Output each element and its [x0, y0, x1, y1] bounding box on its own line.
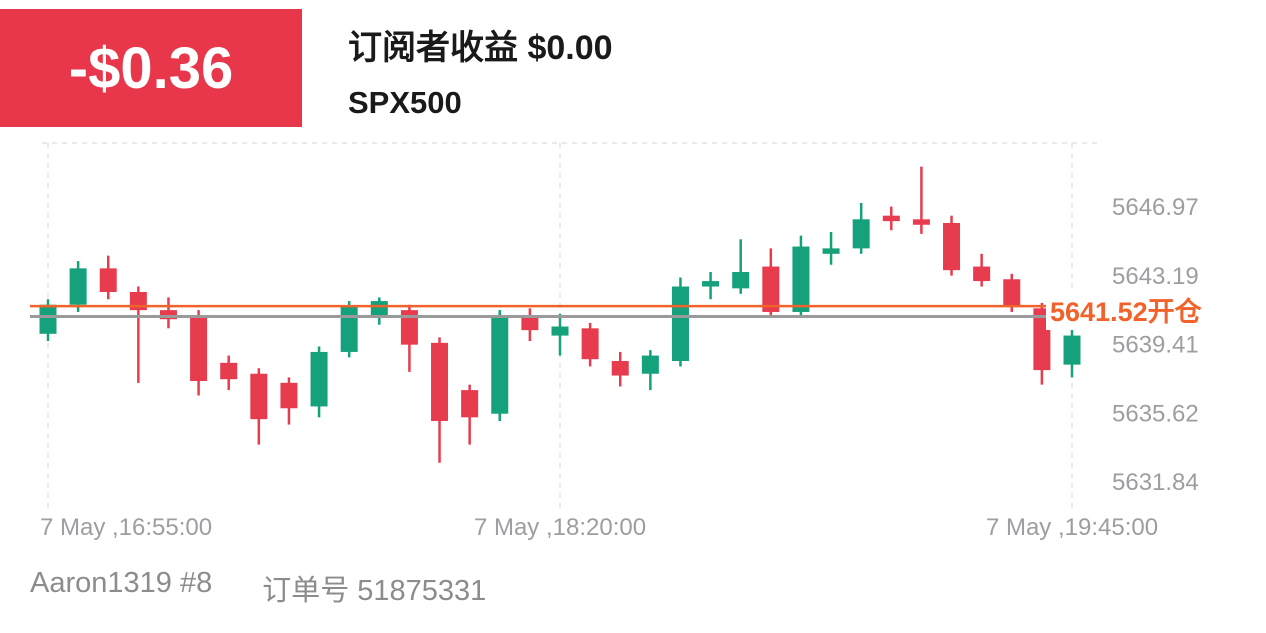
candle-body	[310, 351, 328, 407]
candle-body	[852, 219, 870, 249]
candle-body	[220, 362, 238, 380]
x-axis-label: 7 May ,16:55:00	[40, 514, 212, 541]
trader-id: Aaron1319 #8	[30, 567, 213, 599]
order-number: 订单号 51875331	[262, 575, 487, 607]
symbol-name: SPX500	[348, 85, 462, 120]
candle-body	[551, 326, 569, 336]
candle-body	[1003, 279, 1021, 307]
candle-body	[69, 268, 87, 305]
candle-body	[250, 373, 268, 420]
candle-body	[461, 390, 479, 418]
y-axis-label: 5646.97	[1112, 194, 1199, 221]
candle-body	[762, 266, 780, 312]
candle-body	[39, 304, 57, 334]
open-position-label: 5641.52开仓	[1046, 289, 1206, 331]
candle-body	[641, 355, 659, 374]
candle-body	[581, 328, 599, 360]
candle-body	[702, 281, 720, 287]
candle-body	[190, 315, 208, 382]
candle-body	[973, 266, 991, 282]
y-axis-label: 5635.62	[1112, 400, 1199, 427]
candle-body	[671, 286, 689, 362]
y-axis-label: 5643.19	[1112, 263, 1199, 290]
y-axis-label: 5631.84	[1112, 469, 1199, 496]
candle-body	[882, 215, 900, 222]
candle-body	[280, 382, 298, 409]
candle-body	[792, 246, 810, 312]
candle-body	[431, 342, 449, 421]
candle-body	[370, 301, 388, 318]
pnl-banner: -$0.36	[0, 9, 302, 127]
candle-body	[822, 248, 840, 254]
candle-body	[99, 268, 117, 292]
subscriber-earnings-title: 订阅者收益 $0.00	[348, 29, 613, 67]
candle-body	[943, 222, 961, 271]
candle-body	[159, 310, 177, 320]
x-axis-label: 7 May ,19:45:00	[986, 514, 1158, 541]
candle-body	[732, 271, 750, 289]
candle-body	[521, 317, 539, 331]
candle-body	[1063, 335, 1081, 365]
candle-body	[129, 291, 147, 311]
y-axis-label: 5639.41	[1112, 331, 1199, 358]
header-text: 订阅者收益 $0.00 SPX500	[348, 20, 613, 121]
footer: Aaron1319 #8 订单号 51875331	[30, 567, 486, 609]
candle-body	[491, 317, 509, 414]
candle-body	[912, 219, 930, 225]
pnl-value: -$0.36	[68, 35, 234, 101]
x-axis-label: 7 May ,18:20:00	[474, 514, 646, 541]
candle-body	[611, 361, 629, 376]
candle-body	[340, 306, 358, 352]
candle-body	[400, 310, 418, 345]
